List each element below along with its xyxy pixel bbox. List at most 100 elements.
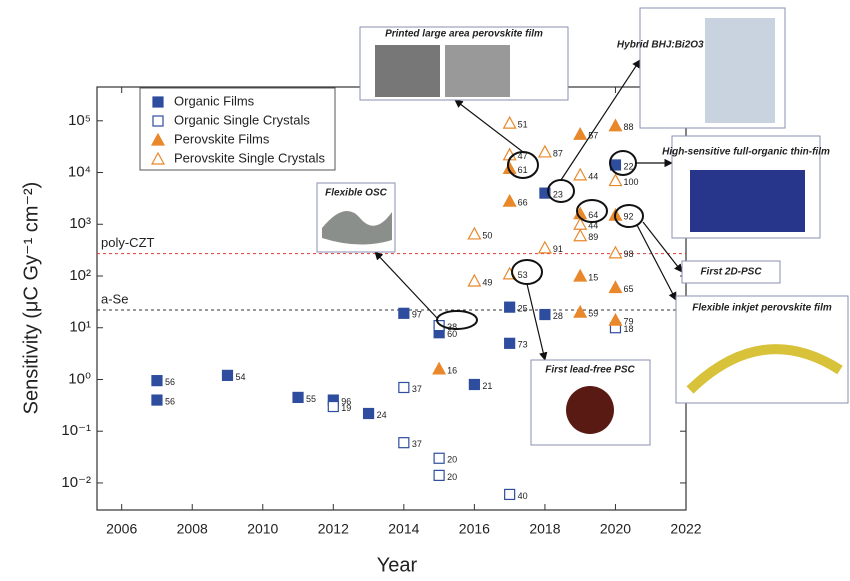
data-point [537,240,552,254]
point-label: 38 [447,322,457,332]
callout-title: High-sensitive full-organic thin-film [662,147,830,158]
y-tick-label: 10⁻² [61,474,91,491]
reference-label: a-Se [101,291,128,306]
data-point [433,452,445,464]
data-point [504,301,516,313]
callout-arrow [374,251,438,319]
data-point [537,144,552,158]
data-point [398,437,410,449]
point-label: 88 [623,122,633,132]
point-label: 49 [482,277,492,287]
point-label: 89 [588,232,598,242]
callout-title: Hybrid BHJ:Bi2O3 blend [617,40,734,51]
photo [686,344,843,394]
callout-box [681,260,781,284]
data-point [608,312,623,326]
point-label: 21 [482,381,492,391]
point-label: 61 [518,165,528,175]
point-label: 37 [412,439,422,449]
point-label: 65 [623,284,633,294]
photo [322,210,392,245]
data-point [467,273,482,287]
data-point [398,307,410,319]
data-point [502,193,517,207]
legend-label: Perovskite Films [174,131,270,146]
x-tick-label: 2008 [177,521,208,537]
point-label: 79 [623,317,633,327]
point-label: 73 [518,340,528,350]
point-label: 44 [588,171,598,181]
callout-ring [614,204,644,228]
point-label: 91 [553,244,563,254]
y-tick-label: 10⁵ [68,112,91,129]
point-label: 28 [553,311,563,321]
x-tick-label: 2006 [106,521,137,537]
point-label: 18 [623,324,633,334]
photo [445,45,510,97]
point-label: 22 [623,161,633,171]
data-point [504,488,516,501]
callout-arrow [560,59,641,181]
point-label: 96 [341,396,351,406]
data-point [398,381,410,394]
data-point [608,118,623,132]
data-point [433,319,445,332]
point-label: 55 [306,394,316,404]
point-label: 20 [447,455,457,465]
point-label: 37 [412,384,422,394]
x-tick-label: 2020 [600,521,631,537]
x-tick-label: 2022 [670,521,701,537]
point-label: 64 [588,210,598,220]
point-label: 56 [165,396,175,406]
data-point [504,337,516,349]
callout-arrow [636,224,677,301]
x-tick-label: 2016 [459,521,490,537]
point-label: 16 [447,365,457,375]
data-point [573,126,588,140]
data-point [362,407,375,420]
callout-title: Printed large area perovskite film [385,29,543,40]
legend-box [139,87,336,171]
data-point [502,115,517,129]
data-point [608,173,623,187]
point-label: 54 [235,372,245,382]
reference-label: poly-CZT [101,235,155,250]
photo [705,18,775,123]
y-axis-title: Sensitivity (μC Gy⁻¹ cm⁻²) [20,182,42,415]
callout-arrow [642,221,683,273]
data-point [573,268,588,282]
data-point [221,369,234,381]
data-point [573,167,588,181]
point-label: 50 [482,230,492,240]
point-label: 92 [623,212,633,222]
point-label: 87 [553,148,563,158]
data-point [292,391,304,404]
legend-label: Perovskite Single Crystals [174,150,325,165]
y-tick-label: 10² [69,267,91,284]
data-point [467,226,482,240]
y-tick-label: 10⁻¹ [61,422,91,439]
photo [690,170,805,232]
y-tick-label: 10¹ [69,319,91,336]
data-point [468,378,480,391]
callout-arrow [526,283,548,361]
point-label: 24 [377,410,387,420]
point-label: 15 [588,272,598,282]
callout-title: Flexible inkjet perovskite film [692,303,832,314]
data-point [573,304,588,318]
legend-label: Organic Single Crystals [174,112,310,127]
callout-ring [436,310,478,330]
point-label: 57 [588,131,598,141]
data-point [502,161,517,175]
data-point [539,308,551,321]
x-tick-label: 2010 [247,521,278,537]
point-label: 97 [412,310,422,320]
legend: Organic Films Organic Single Crystals Pero… [139,87,336,171]
x-axis-title: Year [377,554,418,576]
legend-marker [152,115,164,127]
point-label: 47 [518,151,528,161]
y-tick-label: 10⁴ [68,163,91,180]
point-label: 20 [447,472,457,482]
callout-title: First lead-free PSC [545,365,635,376]
